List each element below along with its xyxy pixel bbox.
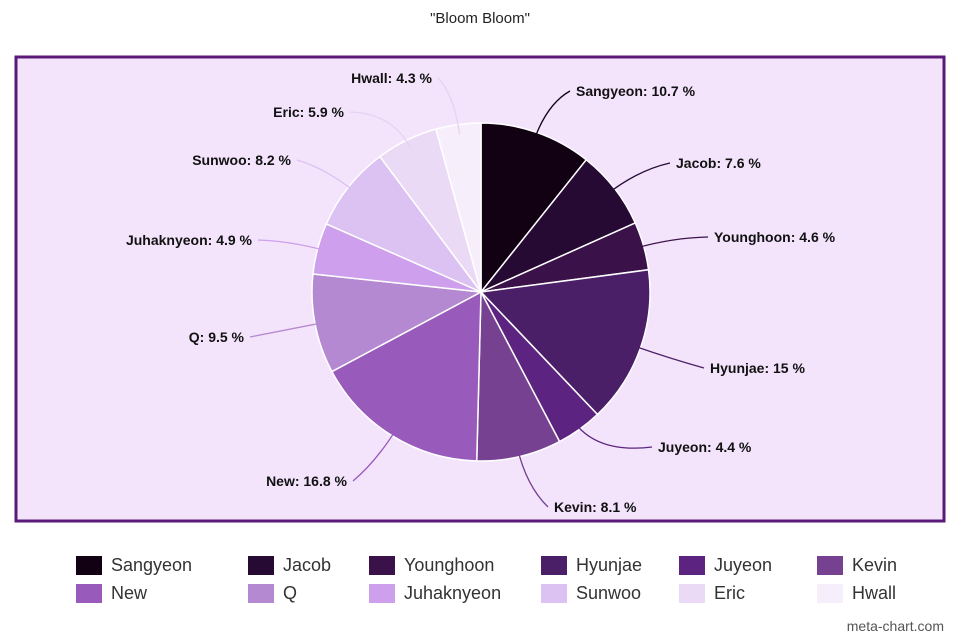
label-jacob: Jacob: 7.6 % [676,155,761,171]
leader-kevin [516,446,549,508]
slice-labels: Sangyeon: 10.7 % Jacob: 7.6 % Younghoon: 4… [126,70,836,515]
legend-label-new: New [111,582,148,603]
legend-swatch-new [76,583,102,603]
legend-swatch-juhaknyeon [369,583,395,603]
label-leaders [249,77,709,508]
legend-item-juhaknyeon[interactable]: Juhaknyeon [369,583,541,604]
legend-item-hyunjae[interactable]: Hyunjae [541,555,679,576]
label-younghoon: Younghoon: 4.6 % [714,229,836,245]
legend-label-juyeon: Juyeon [714,554,773,575]
label-new: New: 16.8 % [266,473,347,489]
legend-label-jacob: Jacob [283,554,332,575]
leader-eric [349,111,412,150]
legend-item-sangyeon[interactable]: Sangyeon [76,555,248,576]
watermark: meta-chart.com [846,618,944,634]
legend-swatch-sangyeon [76,555,102,575]
label-sangyeon: Sangyeon: 10.7 % [576,83,696,99]
legend-label-eric: Eric [714,582,745,603]
legend-row: New Q Juhaknyeon Sunwoo Eric Hwall [76,579,926,607]
legend: Sangyeon Jacob Younghoon Hyunjae Juyeon Kevin… [76,551,926,607]
legend-swatch-hwall [817,583,843,603]
legend-label-hyunjae: Hyunjae [576,554,643,575]
label-kevin: Kevin: 8.1 % [554,499,637,515]
label-hyunjae: Hyunjae: 15 % [710,360,805,376]
legend-swatch-sunwoo [541,583,567,603]
legend-swatch-jacob [248,555,274,575]
legend-swatch-kevin [817,555,843,575]
label-juyeon: Juyeon: 4.4 % [658,439,752,455]
leader-hwall [437,77,461,135]
leader-younghoon [633,236,709,250]
leader-sunwoo [296,159,358,194]
label-eric: Eric: 5.9 % [273,104,344,120]
chart-title: "Bloom Bloom" [430,10,530,27]
legend-row: Sangyeon Jacob Younghoon Hyunjae Juyeon Kevin [76,551,926,579]
leader-q [249,321,326,338]
leader-hyunjae [630,344,705,369]
leader-juhaknyeon [257,239,328,252]
legend-label-juhaknyeon: Juhaknyeon [404,582,502,603]
legend-item-hwall[interactable]: Hwall [817,583,917,604]
legend-item-juyeon[interactable]: Juyeon [679,555,817,576]
legend-swatch-juyeon [679,555,705,575]
legend-item-eric[interactable]: Eric [679,583,817,604]
leader-sangyeon [532,90,571,143]
leader-juyeon [573,420,653,449]
legend-item-sunwoo[interactable]: Sunwoo [541,583,679,604]
legend-label-sunwoo: Sunwoo [576,582,642,603]
legend-item-q[interactable]: Q [248,583,369,604]
legend-item-jacob[interactable]: Jacob [248,555,369,576]
legend-item-new[interactable]: New [76,583,248,604]
label-juhaknyeon: Juhaknyeon: 4.9 % [126,232,253,248]
legend-item-younghoon[interactable]: Younghoon [369,555,541,576]
pie-slices [311,122,651,462]
legend-label-hwall: Hwall [852,582,897,603]
leader-jacob [606,162,671,196]
legend-label-younghoon: Younghoon [404,554,495,575]
leader-new [352,426,399,482]
legend-label-sangyeon: Sangyeon [111,554,193,575]
label-hwall: Hwall: 4.3 % [351,70,432,86]
label-q: Q: 9.5 % [189,329,245,345]
legend-swatch-younghoon [369,555,395,575]
legend-swatch-q [248,583,274,603]
legend-swatch-eric [679,583,705,603]
legend-label-q: Q [283,582,298,603]
label-sunwoo: Sunwoo: 8.2 % [192,152,291,168]
legend-item-kevin[interactable]: Kevin [817,555,917,576]
legend-label-kevin: Kevin [852,554,898,575]
legend-swatch-hyunjae [541,555,567,575]
